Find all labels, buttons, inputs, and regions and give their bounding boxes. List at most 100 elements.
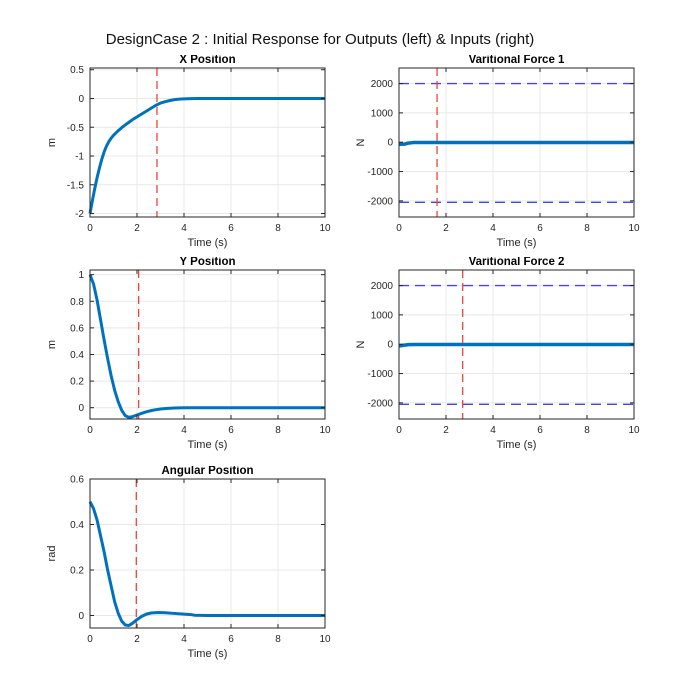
svg-text:0.5: 0.5: [70, 65, 84, 76]
svg-text:10: 10: [319, 634, 331, 645]
series-force-2: [398, 342, 634, 348]
series-y-response: [88, 274, 325, 419]
svg-text:0: 0: [396, 223, 402, 234]
subplot-angular-position: 0 2 4 6 8 10 0 0.2 0.4 0.6 Angular Position Time (s…: [46, 466, 331, 660]
svg-text:0: 0: [78, 403, 84, 414]
svg-text:0.4: 0.4: [70, 520, 84, 531]
svg-text:-2: -2: [75, 209, 84, 220]
x-tick-labels: 0 2 4 6 8 10: [87, 425, 331, 436]
svg-text:10: 10: [319, 223, 331, 234]
y-axis-label: m: [46, 340, 58, 349]
svg-text:2: 2: [134, 425, 140, 436]
plot-area: [90, 479, 325, 628]
x-axis-label: Time (s): [188, 648, 228, 660]
svg-text:-0.5: -0.5: [67, 123, 85, 134]
svg-text:6: 6: [537, 425, 543, 436]
svg-text:6: 6: [228, 425, 234, 436]
svg-text:6: 6: [537, 223, 543, 234]
svg-text:0.6: 0.6: [70, 323, 84, 334]
tick-marks: [89, 478, 326, 628]
axis-box: [89, 67, 326, 218]
svg-text:6: 6: [228, 223, 234, 234]
svg-text:1000: 1000: [371, 310, 394, 321]
subplot-y-position: 0 2 4 6 8 10 0 0.2 0.4 0.6 0.8 1 Y Position Time (s) m: [46, 257, 331, 451]
svg-text:0.2: 0.2: [70, 565, 84, 576]
tick-marks: [398, 68, 635, 217]
x-axis-label: Time (s): [188, 237, 228, 249]
svg-text:8: 8: [275, 223, 281, 234]
x-axis-label: Time (s): [497, 237, 537, 249]
svg-text:-1000: -1000: [367, 167, 393, 178]
y-axis-label: N: [355, 138, 367, 146]
svg-text:-1: -1: [75, 152, 84, 163]
x-axis-label: Time (s): [497, 439, 537, 451]
svg-text:0.8: 0.8: [70, 297, 84, 308]
tick-marks: [398, 270, 635, 419]
svg-text:0: 0: [87, 223, 93, 234]
svg-text:4: 4: [490, 425, 496, 436]
y-tick-labels: -2000 -1000 0 1000 2000: [367, 281, 393, 409]
subplot-x-position: 0 2 4 6 8 10 -2 -1.5 -1 -0.5 0 0.5 X Position Time (s…: [46, 55, 331, 249]
svg-text:4: 4: [181, 425, 187, 436]
svg-text:0.6: 0.6: [70, 475, 84, 486]
svg-text:-2000: -2000: [367, 196, 393, 207]
subplot-title: X Position: [179, 55, 235, 66]
svg-text:2: 2: [134, 223, 140, 234]
y-tick-labels: 0 0.2 0.4 0.6 0.8 1: [70, 270, 84, 414]
svg-text:1000: 1000: [371, 108, 394, 119]
svg-text:8: 8: [275, 634, 281, 645]
x-tick-labels: 0 2 4 6 8 10: [396, 425, 640, 436]
svg-text:1: 1: [78, 270, 84, 281]
plot-area: [90, 68, 325, 217]
x-tick-labels: 0 2 4 6 8 10: [396, 223, 640, 234]
series-force-1: [398, 140, 634, 147]
svg-text:10: 10: [628, 223, 640, 234]
svg-text:0: 0: [78, 611, 84, 622]
svg-text:0: 0: [387, 340, 393, 351]
svg-text:4: 4: [181, 223, 187, 234]
subplot-title: Varitional Force 1: [469, 55, 565, 66]
subplot-title: Y Position: [179, 257, 235, 268]
svg-text:-2000: -2000: [367, 398, 393, 409]
y-tick-labels: 0 0.2 0.4 0.6: [70, 475, 84, 622]
subplot-title: Varitional Force 2: [469, 257, 565, 268]
y-axis-label: rad: [46, 546, 58, 562]
svg-text:-1.5: -1.5: [67, 180, 85, 191]
svg-text:0: 0: [78, 94, 84, 105]
y-axis-label: m: [46, 138, 58, 147]
svg-text:0: 0: [87, 425, 93, 436]
x-tick-labels: 0 2 4 6 8 10: [87, 223, 331, 234]
y-tick-labels: -2000 -1000 0 1000 2000: [367, 79, 393, 207]
force-bound-lines: [399, 82, 634, 203]
svg-text:8: 8: [584, 223, 590, 234]
tick-marks: [89, 68, 326, 217]
svg-text:0: 0: [387, 138, 393, 149]
svg-text:4: 4: [181, 634, 187, 645]
y-axis-label: N: [355, 340, 367, 348]
subplot-title: Angular Position: [162, 466, 254, 477]
svg-text:4: 4: [490, 223, 496, 234]
force-bound-lines: [399, 284, 634, 405]
plot-area: [90, 270, 325, 419]
svg-text:0: 0: [396, 425, 402, 436]
subplot-force-1: 0 2 4 6 8 10 -2000 -1000 0 1000 2000 Varitional For…: [355, 55, 640, 249]
x-tick-labels: 0 2 4 6 8 10: [87, 634, 331, 645]
svg-text:2: 2: [443, 425, 449, 436]
x-axis-label: Time (s): [188, 439, 228, 451]
axis-box: [89, 478, 326, 629]
series-x-response: [88, 96, 325, 214]
figure-title: DesignCase 2 : Initial Response for Outp…: [105, 31, 535, 48]
svg-text:2000: 2000: [371, 79, 394, 90]
axis-box: [89, 269, 326, 420]
tick-marks: [89, 270, 326, 419]
series-angular-response: [88, 501, 325, 627]
svg-text:0.4: 0.4: [70, 350, 84, 361]
svg-text:8: 8: [584, 425, 590, 436]
subplot-force-2: 0 2 4 6 8 10 -2000 -1000 0 1000 2000 Varitional For…: [355, 257, 640, 451]
svg-text:-1000: -1000: [367, 369, 393, 380]
svg-text:2: 2: [443, 223, 449, 234]
svg-text:0.2: 0.2: [70, 377, 84, 388]
svg-text:10: 10: [628, 425, 640, 436]
y-tick-labels: -2 -1.5 -1 -0.5 0 0.5: [67, 65, 85, 220]
